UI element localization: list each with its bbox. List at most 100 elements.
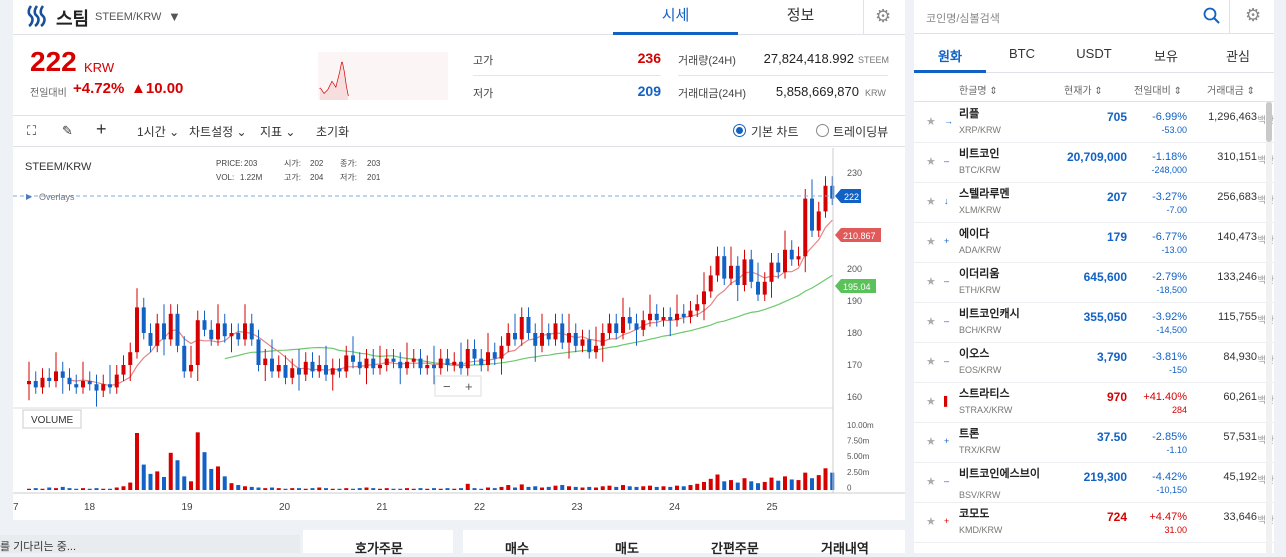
coin-row[interactable]: ★ – 비트코인에스브이 BSV/KRW 219,300 -4.42% -10,150 45,… xyxy=(914,463,1274,503)
star-icon[interactable]: ★ xyxy=(926,516,936,528)
tab-holdings[interactable]: 보유 xyxy=(1154,49,1178,64)
candle xyxy=(668,317,673,321)
volume-bar xyxy=(587,486,592,490)
overlays-label[interactable]: Overlays xyxy=(39,192,75,202)
tab-buy[interactable]: 매수 xyxy=(505,541,529,556)
col-change[interactable]: 전일대비 ⇕ xyxy=(1134,86,1182,97)
interval-select[interactable]: 1시간 ⌄ xyxy=(137,125,180,139)
coin-row[interactable]: ★ – 비트코인 BTC/KRW 20,709,000 -1.18% -248,000 310… xyxy=(914,143,1274,183)
star-icon[interactable]: ★ xyxy=(926,276,936,288)
scrollbar-thumb[interactable] xyxy=(1266,102,1272,142)
col-name[interactable]: 한글명 ⇕ xyxy=(959,86,998,97)
star-icon[interactable]: ★ xyxy=(926,236,936,248)
coin-row[interactable]: ★–이오스 EOS/KRW 3,790 -3.81% -150 84,930백만 xyxy=(914,343,1274,383)
tab-usdt[interactable]: USDT xyxy=(1076,46,1112,61)
volume-bar xyxy=(816,475,821,490)
coin-volume-unit: 백만 xyxy=(1257,153,1274,166)
tradingview-label[interactable]: 트레이딩뷰 xyxy=(833,125,889,139)
volume-bar xyxy=(108,488,112,490)
coin-row[interactable]: ★ + 에이다 ADA/KRW 179 -6.77% -13.00 140,473백만 xyxy=(914,223,1274,263)
scrollbar[interactable] xyxy=(1266,102,1272,553)
tab-btc[interactable]: BTC xyxy=(1009,46,1035,61)
time-axis-tick: 24 xyxy=(669,502,681,513)
search-input[interactable]: 코인명/심볼검색 xyxy=(926,13,1000,25)
coin-name[interactable]: 리플 xyxy=(959,108,980,120)
star-icon[interactable]: ★ xyxy=(926,116,936,128)
star-icon[interactable]: ★ xyxy=(926,196,936,208)
col-volume[interactable]: 거래대금 ⇕ xyxy=(1207,86,1255,97)
crosshair-icon[interactable]: + xyxy=(96,119,107,139)
star-icon[interactable]: ★ xyxy=(926,356,936,368)
basic-chart-label[interactable]: 기본 차트 xyxy=(751,125,799,139)
tab-info[interactable]: 정보 xyxy=(786,7,815,24)
star-icon[interactable]: ★ xyxy=(926,436,936,448)
coin-name[interactable]: 스텔라루멘 xyxy=(959,188,1010,200)
coin-name[interactable]: 비트코인 xyxy=(959,148,1000,160)
coin-row[interactable]: ★ + 트론 TRX/KRW 37.50 -2.85% -1.10 57,531백만 xyxy=(914,423,1274,463)
tab-simple-order[interactable]: 간편주문 xyxy=(711,541,759,556)
coin-dropdown-icon[interactable]: ▼ xyxy=(168,9,181,24)
tab-orderbook[interactable]: 호가주문 xyxy=(355,541,403,556)
gear-icon[interactable]: ⚙ xyxy=(1245,5,1262,25)
volume-bar xyxy=(263,488,268,490)
candle xyxy=(189,365,193,372)
coin-row[interactable]: ★ – 이더리움 ETH/KRW 645,600 -2.79% -18,500 133,246… xyxy=(914,263,1274,303)
time-axis-tick: 23 xyxy=(572,502,584,513)
coin-row[interactable]: ★ → 리플 XRP/KRW 705 -6.99% -53.00 1,296,463백만 xyxy=(914,103,1274,143)
pencil-icon[interactable]: ✎ xyxy=(62,123,73,138)
coin-name[interactable]: 에이다 xyxy=(959,228,990,240)
coin-price: 705 xyxy=(1106,110,1127,124)
time-axis-tick: 19 xyxy=(182,502,194,513)
volume-bar xyxy=(756,483,760,490)
candle xyxy=(513,333,517,340)
zoom-in-button[interactable]: + xyxy=(465,379,473,394)
coin-name[interactable]: 코모도 xyxy=(959,508,990,520)
volume-bar xyxy=(114,487,119,490)
candlestick-chart[interactable]: STEEM/KRW PRICE: 203 시가: 202 종가: 203 VOL… xyxy=(13,148,905,520)
star-icon[interactable]: ★ xyxy=(926,396,936,408)
tab-favorites[interactable]: 관심 xyxy=(1226,49,1250,64)
chart-settings-select[interactable]: 차트설정 ⌄ xyxy=(189,125,247,139)
reset-button[interactable]: 초기화 xyxy=(316,125,350,139)
price-axis-tick: 180 xyxy=(847,328,862,338)
search-icon[interactable] xyxy=(1203,7,1221,25)
coin-name[interactable]: 스트라티스 xyxy=(959,388,1010,400)
coin-row[interactable]: ★ – 비트코인캐시 BCH/KRW 355,050 -3.92% -14,500 115,7… xyxy=(914,303,1274,343)
tab-sell[interactable]: 매도 xyxy=(615,541,639,556)
chart-canvas[interactable]: STEEM/KRW PRICE: 203 시가: 202 종가: 203 VOL… xyxy=(13,148,905,520)
candle xyxy=(256,339,261,365)
col-price[interactable]: 현재가 ⇕ xyxy=(1064,86,1103,97)
steem-logo-icon xyxy=(27,5,46,28)
volume-bar xyxy=(438,488,443,490)
gear-icon[interactable]: ⚙ xyxy=(875,6,892,26)
tab-price[interactable]: 시세 xyxy=(613,0,738,35)
time-axis-tick: 25 xyxy=(767,502,779,513)
candle xyxy=(209,329,214,340)
volume-value: 27,824,418.992 xyxy=(763,51,854,66)
ohlc-low: 201 xyxy=(367,173,381,182)
basic-chart-radio[interactable] xyxy=(733,124,746,137)
coin-price: 3,790 xyxy=(1096,350,1127,364)
volume-bar xyxy=(519,484,524,490)
star-icon[interactable]: ★ xyxy=(926,316,936,328)
coin-row[interactable]: ★ + 코모도 KMD/KRW 724 +4.47% 31.00 33,646백만 xyxy=(914,503,1274,543)
star-icon[interactable]: ★ xyxy=(926,476,936,488)
coin-row[interactable]: ★ ↓ 스텔라루멘 XLM/KRW 207 -3.27% -7.00 256,683백만 xyxy=(914,183,1274,223)
tradingview-radio[interactable] xyxy=(816,124,829,137)
tab-krw[interactable]: 원화 xyxy=(938,49,962,64)
tab-trade-history[interactable]: 거래내역 xyxy=(821,541,869,556)
overlays-toggle-icon[interactable]: ▶ xyxy=(26,192,33,201)
zoom-out-button[interactable]: − xyxy=(443,379,451,394)
coin-name[interactable]: 이더리움 xyxy=(959,268,1000,280)
coin-name[interactable]: 비트코인에스브이 xyxy=(959,468,1040,480)
candle xyxy=(317,365,322,372)
fullscreen-icon[interactable]: ⛶ xyxy=(27,123,37,138)
coin-name[interactable]: 트론 xyxy=(959,428,980,440)
coin-name[interactable]: 비트코인캐시 xyxy=(959,308,1020,320)
coin-row[interactable]: ★ ▌ 스트라티스 STRAX/KRW 970 +41.40% 284 60,261백만 xyxy=(914,383,1274,423)
volume-bar xyxy=(600,486,605,490)
star-icon[interactable]: ★ xyxy=(926,156,936,168)
coin-price: 970 xyxy=(1106,390,1127,404)
coin-name[interactable]: 이오스 xyxy=(959,348,990,360)
indicators-select[interactable]: 지표 ⌄ xyxy=(260,125,296,139)
